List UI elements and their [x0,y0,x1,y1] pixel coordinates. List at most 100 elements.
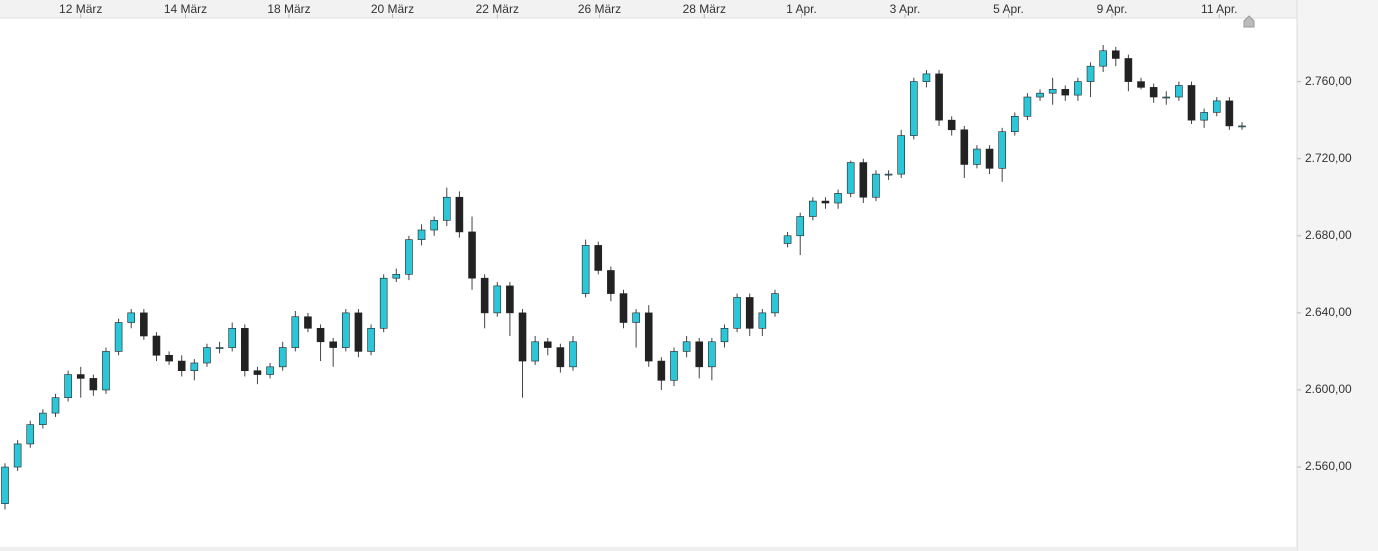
candle-body [354,312,363,352]
candle-body [102,351,110,391]
candle-body [165,354,173,362]
y-tick-label: 2.720,00 [1305,151,1352,165]
candle-body [493,285,502,314]
candle-body [1061,89,1070,96]
candle-body [607,270,615,294]
candle-body [846,162,855,194]
candle-body [543,341,552,348]
candle-body [682,341,691,352]
candle-body [64,374,72,398]
x-tick-label: 26 März [578,2,621,16]
x-tick-label: 18 März [267,2,310,16]
candle-body [1074,81,1082,96]
x-tick-label: 1 Apr. [786,2,817,16]
candle-body [771,293,779,314]
candle-body [417,229,426,240]
candle-body [985,148,994,169]
candle-body [140,312,148,337]
candle-body [278,347,287,368]
candle-body [998,131,1006,169]
candle-body [518,312,527,362]
y-tick-label: 2.760,00 [1305,74,1352,88]
candle-body [392,274,401,279]
candle-body [973,148,981,165]
x-tick-label: 22 März [476,2,519,16]
candle-body [1149,87,1158,98]
candle-body [1036,92,1044,98]
scroll-marker[interactable] [1243,15,1255,28]
candle-body [367,327,375,352]
candle-body [960,129,969,165]
candle-body [1124,58,1133,82]
y-axis-panel [1297,0,1378,551]
candle-body [304,316,312,329]
candle-body [1137,81,1145,88]
candle-body [619,293,628,323]
candle-body [1175,85,1183,98]
candle-body [1200,112,1208,121]
candle-body [455,196,464,233]
candle-body [190,362,199,371]
x-tick-label: 3 Apr. [890,2,921,16]
candle-body [569,341,577,368]
candle-body [329,341,337,348]
x-tick-label: 11 Apr. [1201,2,1237,16]
x-tick-label: 12 März [59,2,102,16]
candle-body [114,322,123,352]
candle-body [834,193,842,204]
candle-body [1086,65,1095,82]
candle-body [720,327,729,343]
candle-body [910,81,918,136]
candle-body [405,239,413,275]
candle-body [89,378,98,391]
candle-body [922,73,931,82]
candle-body [581,245,590,294]
candle-body [13,443,22,468]
candle-body [127,312,136,323]
candle-body [1111,50,1120,59]
candle-body [783,235,792,244]
candle-body [506,285,514,314]
candle-body [733,297,741,329]
candle-body [1212,100,1221,113]
x-tick-label: 5 Apr. [993,2,1024,16]
candle-body [51,397,60,414]
bottom-strip [0,547,1297,551]
candle-body [1187,85,1196,121]
candle-body [897,135,905,175]
candle-body [809,200,817,217]
candle-body [556,347,565,368]
candle-body [152,335,161,356]
candle-body [758,312,767,329]
y-tick-label: 2.680,00 [1305,228,1352,242]
candle-body [39,412,47,425]
candle-body [253,370,262,375]
candle-body [1238,125,1246,128]
candle-body [531,341,539,362]
y-tick-label: 2.640,00 [1305,305,1352,319]
candle-body [884,173,893,176]
candle-body [442,196,451,221]
candle-body [342,312,350,348]
candle-body [215,347,224,349]
candle-body [26,424,35,445]
candle-body [468,231,476,279]
candle-body [1023,96,1032,117]
candle-body [745,297,754,329]
candle-body [1010,115,1019,133]
candle-body [1162,96,1171,99]
candle-body [657,360,666,381]
y-tick-label: 2.600,00 [1305,382,1352,396]
candle-body [266,366,274,375]
candle-body [644,312,653,362]
candle-body [670,351,678,381]
candle-body [947,119,956,131]
candle-body [821,200,830,204]
candle-body [430,220,438,231]
candle-body [708,341,716,368]
candle-body [316,327,325,343]
candle-body [859,162,868,198]
x-tick-label: 20 März [371,2,414,16]
candle-body [1,466,9,504]
